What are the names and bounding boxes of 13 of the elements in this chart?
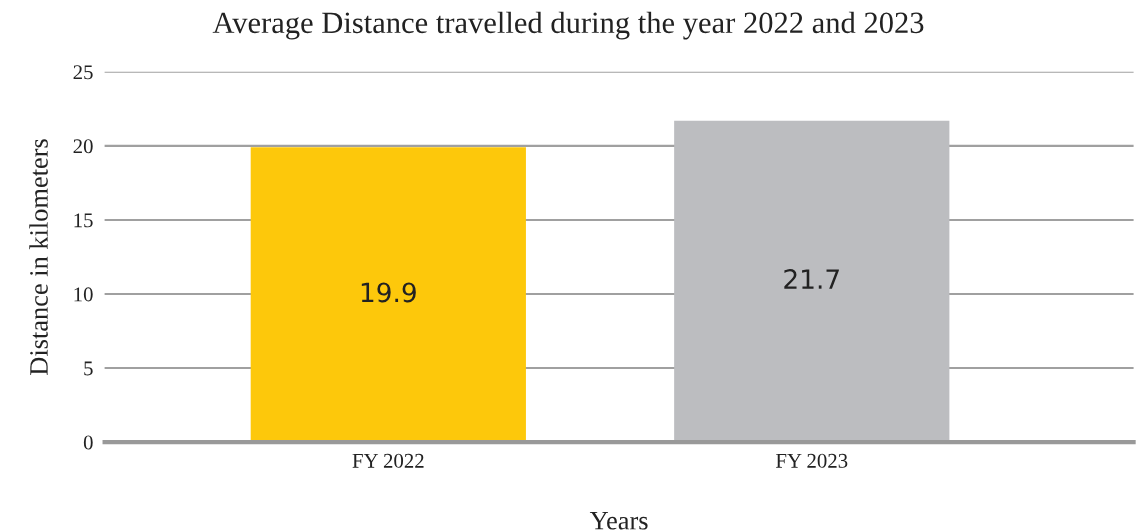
y-tick-label: 25 — [73, 65, 93, 80]
y-tick-label: 0 — [83, 435, 93, 450]
y-tick-label: 20 — [73, 139, 93, 154]
y-tick-label: 15 — [74, 213, 93, 228]
data-label: 19.9 — [361, 282, 416, 303]
x-tick-label: FY 2022 — [352, 453, 424, 468]
chart-title: Average Distance travelled during the year 2022 and 2023 — [212, 11, 924, 40]
y-tick-label: 5 — [84, 361, 93, 376]
data-label: 21.7 — [784, 269, 839, 289]
y-tick-label: 10 — [74, 287, 93, 302]
x-tick-label: FY 2023 — [776, 453, 848, 468]
y-axis-title: Distance in kilometers — [29, 139, 48, 375]
x-axis-title: Years — [589, 512, 648, 530]
